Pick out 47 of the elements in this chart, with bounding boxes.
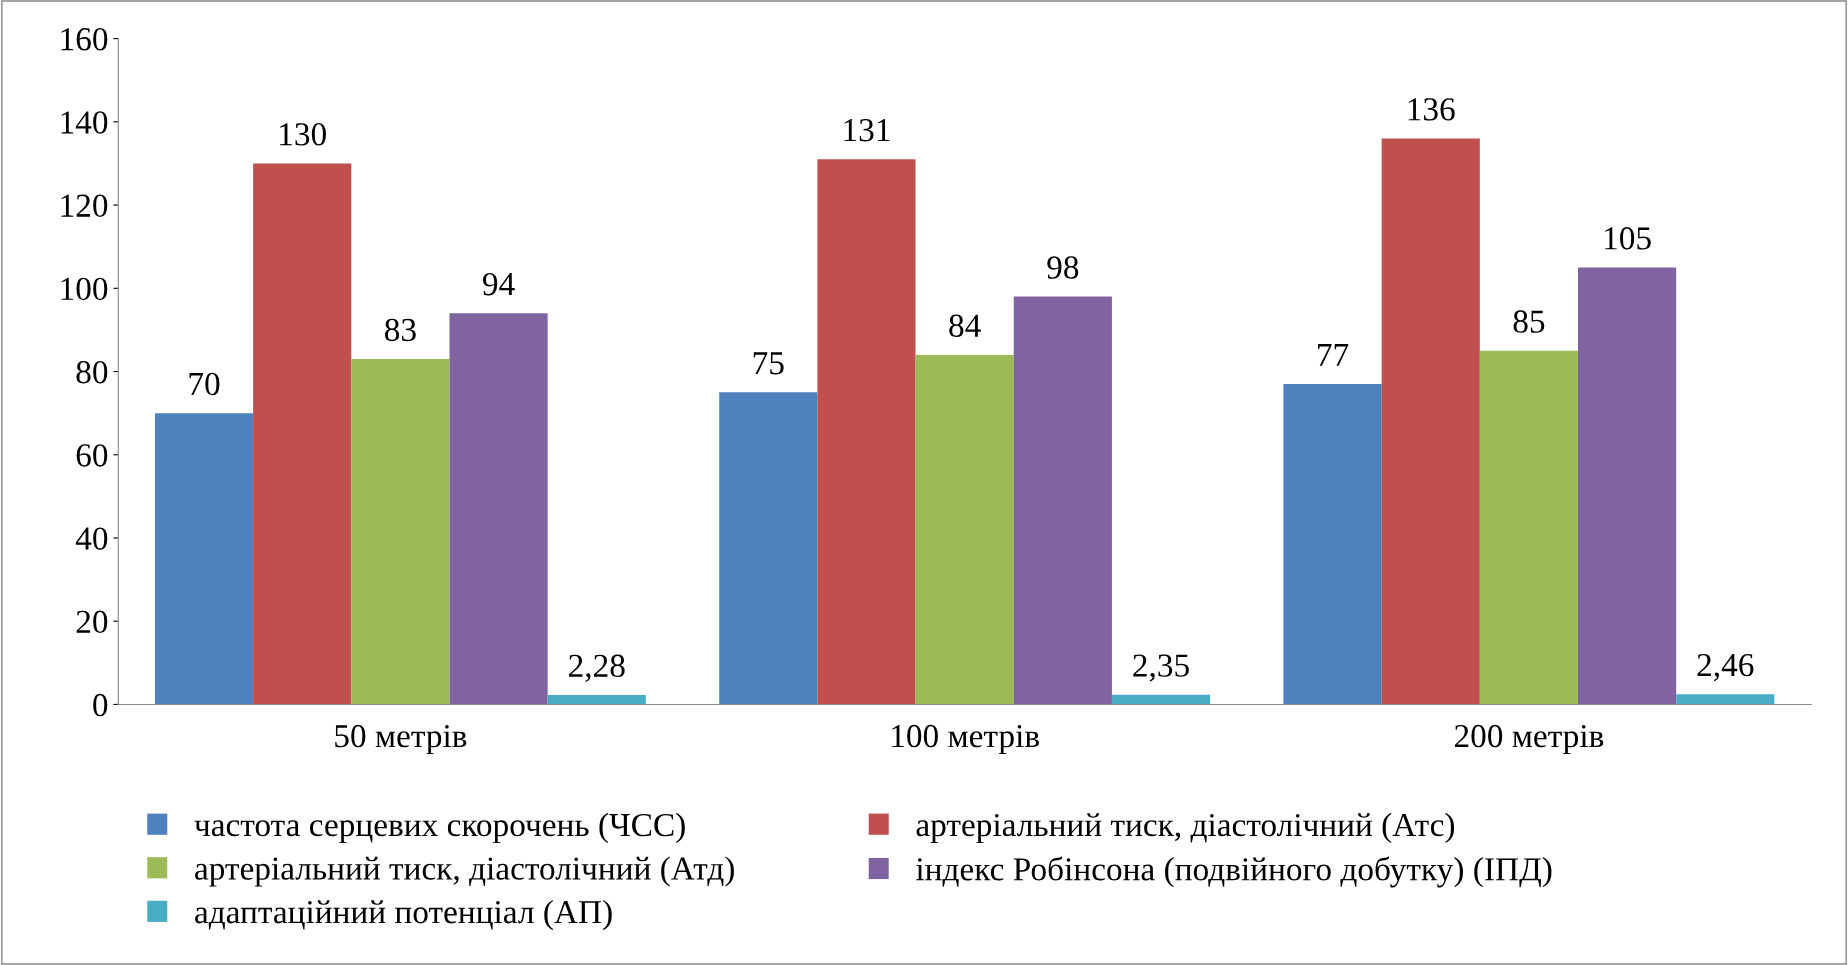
data-label: 75	[753, 352, 784, 375]
data-label: 136	[1408, 98, 1455, 121]
data-label: 2,28	[569, 654, 625, 682]
data-label: 130	[280, 123, 326, 146]
bar	[1676, 694, 1775, 705]
data-label: 77	[1318, 343, 1349, 366]
data-label: 2,35	[1133, 654, 1189, 682]
y-tick-label: 100	[61, 277, 108, 301]
legend-label: артеріальний тиск, діастолічний (Атд)	[195, 856, 734, 887]
data-label: 94	[482, 272, 515, 296]
y-tick-label: 80	[76, 360, 108, 384]
y-tick-label: 40	[75, 527, 108, 550]
y-tick-label: 60	[76, 444, 108, 467]
x-tick-label: 100 метрів	[892, 724, 1039, 755]
bar	[1283, 384, 1382, 705]
bar	[547, 694, 646, 705]
data-label: 2,46	[1697, 653, 1754, 682]
bar	[154, 413, 254, 705]
bar	[1479, 350, 1578, 705]
x-tick-label: 200 метрів	[1454, 724, 1604, 755]
x-tick-label: 50 метрів	[335, 724, 467, 755]
y-tick-label: 140	[61, 111, 108, 134]
legend-label: артеріальний тиск, діастолічний (Атс)	[916, 812, 1455, 844]
bar	[1111, 694, 1211, 705]
data-label: 83	[385, 318, 416, 342]
legend-label: індекс Робінсона (подвійного добутку) (ІПД)	[916, 856, 1552, 888]
data-label: 70	[189, 372, 220, 396]
data-label: 98	[1047, 256, 1079, 279]
bar	[253, 163, 352, 705]
data-label: 105	[1605, 227, 1651, 250]
data-label: 85	[1513, 310, 1545, 333]
bar	[719, 392, 818, 705]
legend-label: адаптаційний потенціал (АП)	[195, 899, 612, 931]
bar	[449, 313, 548, 705]
bar	[351, 359, 450, 705]
data-label: 131	[844, 119, 890, 142]
y-tick-label: 0	[93, 693, 108, 717]
bar	[1578, 267, 1677, 705]
bar	[1013, 296, 1112, 705]
bar	[915, 354, 1014, 705]
y-tick-label: 160	[61, 28, 108, 51]
bar	[1381, 138, 1480, 705]
bar	[817, 159, 916, 705]
y-tick-label: 20	[76, 610, 108, 634]
data-label: 84	[949, 314, 981, 337]
y-tick-label: 120	[61, 194, 108, 217]
legend-label: частота серцевих скорочень (ЧСС)	[194, 812, 685, 844]
